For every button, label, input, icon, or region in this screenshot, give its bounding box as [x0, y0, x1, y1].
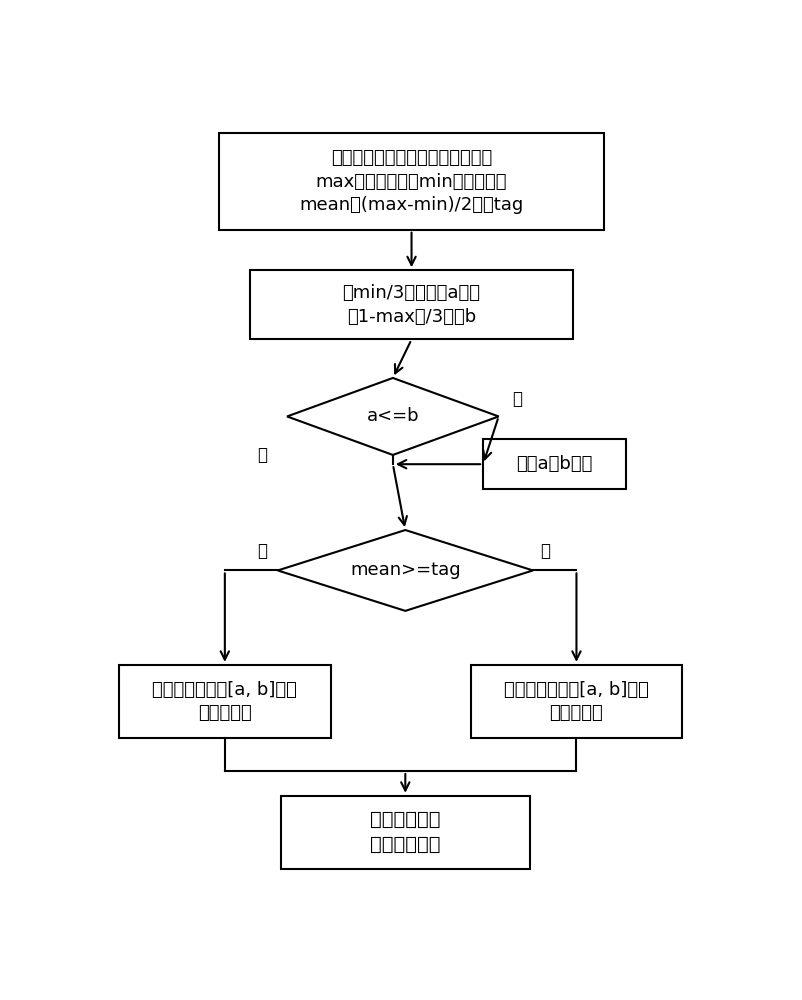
- Text: 取min/3的值记为a，取
（1-max）/3记为b: 取min/3的值记为a，取 （1-max）/3记为b: [342, 284, 480, 326]
- Text: 将原图加上区间[a, b]中的
一个随机值: 将原图加上区间[a, b]中的 一个随机值: [504, 681, 648, 722]
- Text: 将原图减去区间[a, b]中的
一个随机值: 将原图减去区间[a, b]中的 一个随机值: [152, 681, 297, 722]
- Polygon shape: [277, 530, 533, 611]
- Text: 是: 是: [257, 542, 267, 560]
- Text: 生成随机平移
光照亮度样本: 生成随机平移 光照亮度样本: [370, 810, 440, 854]
- FancyBboxPatch shape: [218, 133, 604, 230]
- FancyBboxPatch shape: [249, 270, 573, 339]
- Text: 否: 否: [539, 542, 549, 560]
- Polygon shape: [287, 378, 498, 455]
- FancyBboxPatch shape: [281, 796, 529, 869]
- FancyBboxPatch shape: [483, 439, 626, 489]
- Text: 互换a和b的值: 互换a和b的值: [516, 455, 592, 473]
- Text: 计算平均谱图像的像素最大值记为
max，最小值记为min，均值记为
mean，(max-min)/2记为tag: 计算平均谱图像的像素最大值记为 max，最小值记为min，均值记为 mean，(…: [299, 149, 523, 214]
- Text: 是: 是: [257, 446, 267, 464]
- Text: a<=b: a<=b: [366, 407, 419, 425]
- FancyBboxPatch shape: [470, 665, 682, 738]
- Text: 否: 否: [512, 390, 522, 408]
- FancyBboxPatch shape: [119, 665, 330, 738]
- Text: mean>=tag: mean>=tag: [350, 561, 460, 579]
